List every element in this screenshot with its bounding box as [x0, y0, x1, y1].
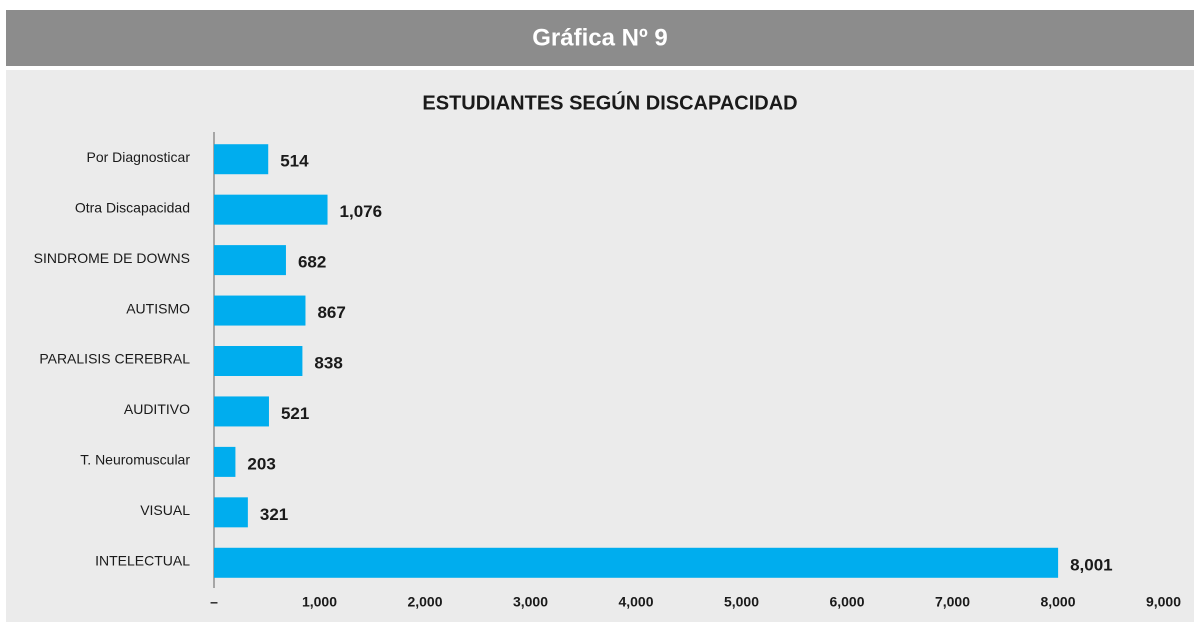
value-label: 514 — [280, 152, 309, 171]
y-tick-label: Por Diagnosticar — [87, 149, 191, 165]
y-tick-label: INTELECTUAL — [95, 552, 190, 568]
value-label: 838 — [314, 353, 342, 372]
x-tick-label: 5,000 — [724, 594, 759, 610]
value-label: 321 — [260, 505, 288, 524]
bar — [214, 396, 269, 427]
y-tick-label: SINDROME DE DOWNS — [34, 250, 190, 266]
bar — [214, 194, 328, 225]
x-tick-label: 9,000 — [1146, 594, 1181, 610]
y-tick-label: PARALISIS CEREBRAL — [39, 351, 190, 367]
value-label: 682 — [298, 253, 326, 272]
bar — [214, 446, 236, 477]
y-tick-label: AUTISMO — [126, 300, 190, 316]
header-title: Gráfica Nº 9 — [532, 24, 668, 51]
x-tick-label: 1,000 — [302, 594, 337, 610]
bar — [214, 346, 303, 376]
x-tick-label: 4,000 — [618, 594, 653, 610]
bar — [214, 547, 1059, 578]
chart-title: ESTUDIANTES SEGÚN DISCAPACIDAD — [422, 90, 797, 114]
value-label: 521 — [281, 404, 309, 423]
x-tick-label: 7,000 — [935, 594, 970, 610]
bar — [214, 144, 269, 175]
bar — [214, 295, 306, 326]
x-tick-label: – — [210, 594, 218, 610]
value-label: 203 — [247, 454, 275, 473]
y-tick-label: VISUAL — [140, 502, 190, 518]
bar — [214, 497, 248, 528]
y-tick-label: T. Neuromuscular — [80, 452, 190, 468]
x-tick-label: 3,000 — [513, 594, 548, 610]
y-tick-label: AUDITIVO — [124, 401, 190, 417]
value-label: 867 — [317, 303, 345, 322]
value-label: 8,001 — [1070, 555, 1113, 574]
bar — [214, 245, 286, 276]
chart-background — [6, 70, 1194, 622]
header-band — [6, 10, 1194, 66]
value-label: 1,076 — [340, 202, 383, 221]
y-tick-label: Otra Discapacidad — [75, 199, 190, 215]
x-tick-label: 2,000 — [407, 594, 442, 610]
x-tick-label: 6,000 — [829, 594, 864, 610]
x-tick-label: 8,000 — [1040, 594, 1075, 610]
